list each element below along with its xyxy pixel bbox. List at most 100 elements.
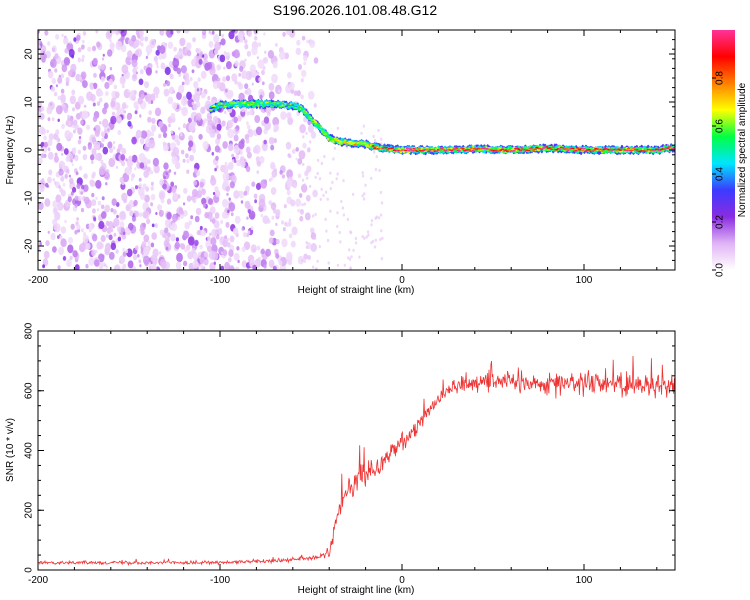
noise-blob (198, 59, 203, 65)
noise-blob (325, 229, 328, 233)
noise-blob (246, 151, 252, 159)
noise-blob (227, 128, 235, 139)
noise-blob (168, 123, 171, 128)
noise-blob (254, 115, 261, 123)
signal-cell (214, 107, 218, 109)
noise-blob (47, 147, 51, 152)
noise-blob (287, 72, 292, 79)
noise-blob (129, 92, 136, 101)
noise-blob (222, 141, 228, 149)
noise-blob (286, 180, 293, 188)
noise-blob (329, 171, 332, 175)
noise-blob (171, 134, 176, 140)
noise-blob (121, 160, 126, 167)
noise-blob (134, 39, 140, 47)
noise-blob (348, 257, 352, 261)
noise-blob (65, 81, 69, 87)
noise-blob (285, 141, 292, 150)
noise-blob (280, 111, 287, 120)
noise-blob (268, 259, 275, 268)
noise-blob (293, 90, 298, 96)
noise-blob (63, 57, 71, 66)
noise-blob (90, 160, 94, 165)
noise-blob (324, 190, 328, 194)
colorbar-tick-label: 0.2 (715, 215, 726, 229)
noise-blob (134, 110, 138, 115)
noise-blob (115, 40, 123, 51)
noise-blob (199, 244, 203, 250)
noise-blob (363, 236, 366, 240)
colorbar-bar (712, 30, 735, 270)
noise-blob (227, 143, 234, 152)
noise-blob (166, 80, 171, 87)
noise-blob (358, 255, 361, 259)
noise-blob (380, 229, 383, 233)
noise-blob (303, 116, 308, 123)
noise-blob (68, 236, 73, 244)
noise-blob (155, 94, 159, 99)
noise-blob (303, 202, 306, 206)
noise-blob (77, 195, 82, 202)
noise-blob (72, 250, 78, 258)
signal-cell (353, 143, 357, 146)
noise-blob (268, 82, 275, 91)
noise-blob (180, 65, 187, 74)
noise-blob (283, 204, 287, 209)
noise-blob (336, 172, 339, 176)
noise-blob (275, 253, 280, 259)
noise-blob (83, 154, 88, 159)
noise-blob (159, 179, 165, 186)
noise-blob (52, 200, 58, 209)
noise-blob (133, 254, 138, 261)
noise-blob (251, 82, 254, 86)
noise-blob (57, 76, 63, 84)
noise-blob (105, 91, 109, 96)
noise-blob (360, 131, 363, 135)
noise-blob (336, 126, 340, 130)
noise-blob (211, 30, 215, 35)
noise-blob (92, 102, 96, 107)
signal-cell (271, 104, 275, 106)
noise-blob (69, 95, 77, 105)
noise-blob (235, 128, 239, 132)
noise-blob (295, 47, 301, 56)
noise-blob (108, 221, 114, 229)
noise-blob (300, 94, 304, 100)
noise-blob (125, 204, 131, 212)
noise-blob (241, 246, 246, 252)
noise-blob (295, 147, 299, 152)
signal-cell (302, 111, 306, 113)
noise-blob (181, 81, 185, 86)
noise-blob (167, 232, 171, 238)
noise-blob (161, 210, 164, 215)
noise-blob (183, 187, 188, 194)
signal-cell (320, 128, 324, 131)
signal-cell (471, 149, 475, 152)
noise-blob (102, 107, 107, 115)
noise-blob (364, 183, 367, 187)
noise-blob (336, 263, 340, 267)
noise-blob (183, 260, 188, 267)
noise-blob (247, 128, 254, 138)
noise-blob (189, 76, 193, 82)
noise-blob (55, 105, 63, 115)
signal-cell (627, 147, 631, 150)
noise-blob (301, 69, 307, 78)
noise-blob (354, 236, 358, 241)
noise-blob (54, 223, 61, 233)
noise-blob (93, 217, 97, 222)
signal-cell (545, 146, 549, 148)
noise-blob (336, 211, 339, 215)
noise-blob (222, 76, 227, 83)
noise-blob (47, 176, 52, 184)
signal-cell (473, 147, 477, 150)
noise-blob (107, 31, 112, 37)
noise-blob (214, 167, 217, 172)
noise-blob (43, 259, 47, 263)
noise-blob (103, 226, 108, 231)
noise-blob (93, 141, 101, 151)
noise-blob (231, 159, 235, 163)
noise-blob (135, 245, 139, 251)
noise-blob (320, 187, 323, 191)
noise-blob (245, 138, 250, 144)
